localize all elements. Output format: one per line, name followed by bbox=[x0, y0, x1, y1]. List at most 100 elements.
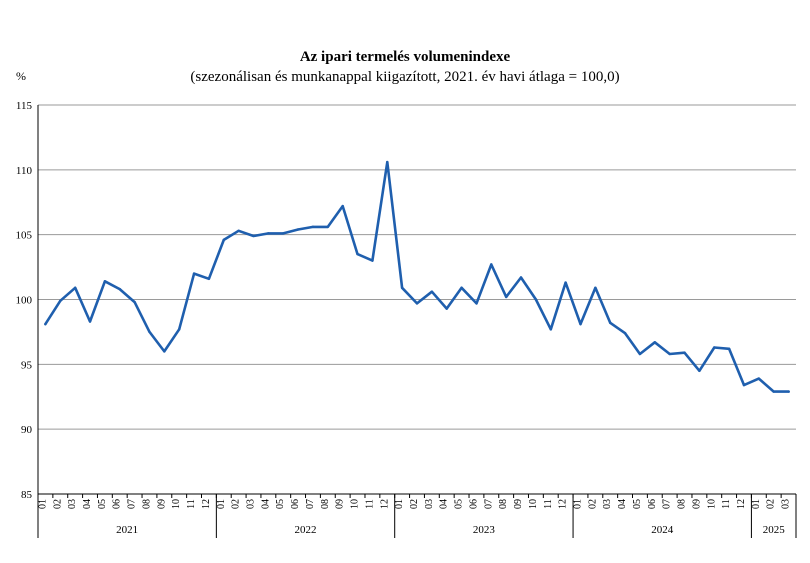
x-tick-label: 12 bbox=[201, 499, 212, 509]
data-point bbox=[296, 228, 300, 231]
data-point bbox=[683, 351, 686, 354]
x-tick-label: 03 bbox=[602, 499, 613, 509]
data-point bbox=[44, 322, 47, 326]
data-point bbox=[772, 390, 775, 393]
x-tick-label: 03 bbox=[781, 499, 792, 509]
x-tick-label: 11 bbox=[543, 499, 554, 509]
data-point bbox=[445, 307, 448, 310]
data-point bbox=[371, 259, 374, 262]
x-tick-label: 10 bbox=[350, 499, 361, 509]
data-point bbox=[609, 321, 612, 325]
x-tick-label: 01 bbox=[394, 499, 405, 509]
data-point bbox=[698, 369, 701, 373]
y-tick-label: 100 bbox=[16, 295, 33, 307]
data-point bbox=[222, 238, 225, 242]
year-label: 2023 bbox=[473, 524, 496, 536]
y-tick-label: 95 bbox=[21, 359, 33, 371]
x-tick-label: 01 bbox=[751, 499, 762, 509]
data-point bbox=[103, 280, 107, 283]
data-point bbox=[579, 322, 582, 326]
data-point bbox=[623, 332, 627, 335]
x-tick-label: 02 bbox=[587, 499, 598, 509]
x-tick-label: 02 bbox=[52, 499, 63, 509]
data-point bbox=[460, 286, 463, 290]
data-point bbox=[519, 276, 523, 279]
x-tick-label: 07 bbox=[127, 499, 138, 509]
data-point bbox=[341, 204, 344, 208]
data-point bbox=[237, 229, 240, 232]
data-point bbox=[177, 328, 181, 331]
data-point bbox=[59, 299, 62, 302]
x-tick-label: 09 bbox=[691, 499, 702, 509]
x-tick-label: 05 bbox=[454, 499, 465, 509]
y-tick-label: 90 bbox=[21, 424, 33, 436]
data-point bbox=[386, 160, 389, 164]
x-tick-label: 05 bbox=[97, 499, 108, 509]
x-tick-label: 06 bbox=[468, 499, 479, 509]
x-tick-label: 04 bbox=[82, 499, 93, 509]
chart-title: Az ipari termelés volumenindexe bbox=[299, 49, 511, 65]
data-point bbox=[133, 300, 136, 304]
data-point bbox=[252, 234, 255, 238]
data-point bbox=[192, 272, 196, 275]
x-tick-label: 03 bbox=[67, 499, 78, 509]
data-point bbox=[311, 225, 315, 229]
data-point bbox=[88, 320, 92, 323]
data-point bbox=[475, 302, 478, 305]
x-tick-label: 02 bbox=[766, 499, 777, 509]
x-tick-label: 07 bbox=[662, 499, 673, 509]
x-tick-label: 11 bbox=[186, 499, 197, 509]
x-tick-label: 03 bbox=[246, 499, 257, 509]
x-tick-label: 11 bbox=[364, 499, 375, 509]
data-point bbox=[356, 252, 359, 256]
data-point bbox=[148, 330, 151, 334]
data-point bbox=[787, 390, 790, 393]
x-tick-label: 03 bbox=[424, 499, 435, 509]
data-point bbox=[742, 383, 746, 387]
chart-subtitle: (szezonálisan és munkanappal kiigazított… bbox=[190, 69, 620, 85]
data-point bbox=[415, 302, 419, 305]
data-point bbox=[713, 346, 716, 349]
x-tick-label: 12 bbox=[558, 499, 569, 509]
y-tick-label: 110 bbox=[16, 165, 33, 177]
x-tick-label: 08 bbox=[498, 499, 509, 509]
data-point bbox=[594, 286, 597, 290]
data-point bbox=[282, 232, 285, 235]
data-point bbox=[73, 286, 77, 290]
data-point bbox=[504, 295, 508, 299]
x-tick-label: 12 bbox=[736, 499, 747, 509]
x-tick-label: 05 bbox=[275, 499, 286, 509]
x-tick-label: 02 bbox=[231, 499, 242, 509]
x-tick-label: 09 bbox=[156, 499, 167, 509]
x-tick-label: 09 bbox=[335, 499, 346, 509]
y-tick-label: 105 bbox=[16, 230, 33, 242]
x-tick-label: 10 bbox=[528, 499, 539, 509]
x-tick-label: 07 bbox=[483, 499, 494, 509]
data-point bbox=[668, 352, 671, 356]
x-tick-label: 04 bbox=[439, 499, 450, 509]
x-tick-label: 10 bbox=[706, 499, 717, 509]
year-label: 2021 bbox=[116, 524, 138, 536]
data-point bbox=[163, 350, 166, 353]
x-tick-label: 07 bbox=[305, 499, 316, 509]
x-tick-label: 06 bbox=[290, 499, 301, 509]
x-tick-label: 08 bbox=[320, 499, 331, 509]
data-point bbox=[207, 277, 211, 280]
data-point bbox=[653, 341, 657, 344]
x-tick-label: 12 bbox=[379, 499, 390, 509]
x-tick-label: 06 bbox=[647, 499, 658, 509]
data-point bbox=[400, 286, 404, 290]
data-point bbox=[638, 352, 642, 356]
year-label: 2022 bbox=[295, 524, 317, 536]
year-label: 2025 bbox=[763, 524, 786, 536]
x-tick-label: 02 bbox=[409, 499, 420, 509]
y-tick-label: 85 bbox=[21, 489, 33, 501]
y-tick-label: 115 bbox=[16, 100, 33, 112]
data-point bbox=[534, 298, 538, 301]
x-tick-label: 01 bbox=[37, 499, 48, 509]
x-tick-label: 01 bbox=[572, 499, 583, 509]
data-point bbox=[326, 225, 330, 229]
x-tick-label: 04 bbox=[617, 499, 628, 509]
year-label: 2024 bbox=[651, 524, 674, 536]
